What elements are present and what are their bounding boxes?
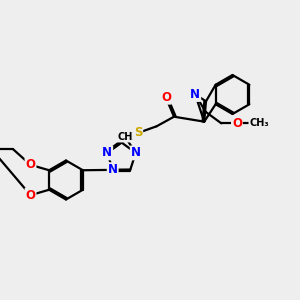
Text: S: S (134, 126, 142, 140)
Text: O: O (232, 117, 242, 130)
Text: CH₃: CH₃ (249, 118, 269, 128)
Text: N: N (108, 163, 118, 176)
Text: O: O (161, 91, 171, 104)
Text: O: O (26, 189, 35, 202)
Text: CH₃: CH₃ (118, 132, 137, 142)
Text: N: N (190, 88, 200, 101)
Text: O: O (26, 158, 35, 171)
Text: N: N (102, 146, 112, 159)
Text: N: N (131, 146, 141, 159)
